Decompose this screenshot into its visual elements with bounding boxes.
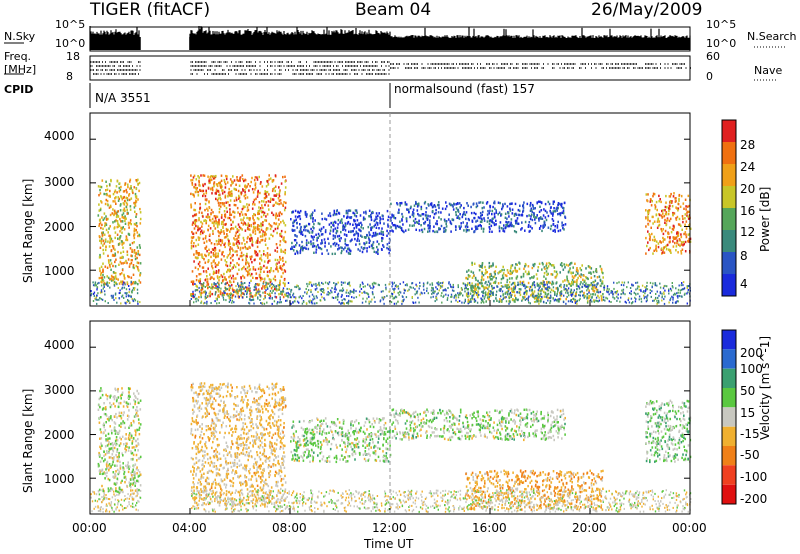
nave-tick-top: 60 [706, 50, 720, 63]
velocity-colorbar-swatch-5 [722, 407, 736, 427]
xtick-5: 20:00 [572, 521, 607, 535]
p1-ytick-3000: 3000 [44, 175, 75, 189]
velocity-colorbar-swatch-7 [722, 446, 736, 466]
panel-1-region-2 [190, 174, 287, 299]
p1-ytick-4000: 4000 [44, 129, 75, 143]
power-colorbar-swatch-8 [722, 120, 736, 142]
nsearch-tick-top: 10^5 [706, 18, 737, 31]
power-colorbar-swatch-2 [722, 252, 736, 274]
power-tick-20: 20 [740, 182, 756, 196]
panel-2-region-5 [465, 469, 604, 512]
panel-2-background [90, 321, 690, 514]
panel-2-region-4 [390, 408, 566, 442]
panel-1-region-1 [97, 178, 142, 286]
power-colorbar-swatch-3 [722, 230, 736, 252]
power-colorbar-swatch-7 [722, 142, 736, 164]
xtick-2: 08:00 [272, 521, 307, 535]
freq-tick-bottom: 8 [66, 70, 73, 83]
panel-1-region-6 [645, 192, 692, 255]
freq-tick-top: 18 [66, 50, 80, 63]
freq-label-2: [MHz] [4, 63, 37, 76]
vel-tick-50: 50 [740, 384, 756, 398]
power-tick-16: 16 [740, 204, 756, 218]
power-tick-24: 24 [740, 160, 756, 174]
velocity-colorbar-swatch-1 [722, 330, 736, 350]
power-colorbar-swatch-4 [722, 208, 736, 230]
nave-label: Nave [754, 64, 783, 77]
p1-ytick-2000: 2000 [44, 220, 75, 234]
p2-ytick-1000: 1000 [44, 472, 75, 486]
freq-label-1: Freq. [4, 50, 32, 63]
vel-tick-15: 15 [740, 406, 756, 420]
xtick-0: 00:00 [72, 521, 107, 535]
velocity-colorbar-swatch-3 [722, 368, 736, 388]
panel-1-region-4 [390, 200, 567, 234]
xtick-3: 12:00 [372, 521, 407, 535]
panel-2-region-3 [290, 417, 392, 464]
velocity-colorbar-swatch-4 [722, 388, 736, 408]
power-tick-28: 28 [740, 138, 756, 152]
nsky-gap-edges [139, 37, 191, 50]
vel-tick-200: 200 [740, 346, 763, 360]
nave-tick-bottom: 0 [706, 70, 713, 83]
panel-2-region-2 [190, 382, 287, 507]
power-colorbar-swatch-6 [722, 164, 736, 186]
power-colorbar-swatch-5 [722, 186, 736, 208]
freq-dots [90, 61, 691, 75]
power-tick-12: 12 [740, 225, 756, 239]
station-title: TIGER (fitACF) [90, 0, 211, 20]
velocity-colorbar-swatch-8 [722, 465, 736, 485]
xtick-1: 04:00 [172, 521, 207, 535]
power-colorbar-swatch-1 [722, 274, 736, 296]
vel-tick-m200: -200 [740, 492, 768, 506]
xtick-4: 16:00 [472, 521, 507, 535]
power-tick-8: 8 [740, 249, 748, 263]
beam-title: Beam 04 [355, 0, 432, 20]
vel-tick-m100: -100 [740, 470, 768, 484]
panel-1-background [90, 113, 690, 306]
vel-tick-m15: -15 [740, 427, 760, 441]
p2-ytick-2000: 2000 [44, 428, 75, 442]
velocity-colorbar-swatch-9 [722, 484, 736, 504]
nsearch-label: N.Search [747, 30, 797, 43]
panel-1-region-3 [290, 209, 392, 256]
velocity-colorbar-frame [721, 329, 737, 505]
cpid-label: CPID [4, 83, 34, 96]
cpid-segment-2: normalsound (fast) 157 [394, 82, 535, 96]
power-colorbar-frame [721, 119, 737, 297]
panel-2-ground-scatter [90, 489, 692, 513]
cpid-segment-1: N/A 3551 [95, 91, 151, 105]
date-title: 26/May/2009 [591, 0, 703, 20]
nsky-tick-bottom: 10^0 [55, 37, 86, 50]
panel-2-region-1 [97, 387, 142, 494]
nsky-label: N.Sky [4, 30, 36, 43]
xtick-6: 00:00 [672, 521, 707, 535]
vel-tick-100: 100 [740, 362, 763, 376]
nsky-tick-top: 10^5 [55, 18, 86, 31]
power-tick-4: 4 [740, 277, 748, 291]
p2-ytick-4000: 4000 [44, 338, 75, 352]
p2-ytick-3000: 3000 [44, 383, 75, 397]
nsky-bars [89, 26, 691, 50]
nsearch-tick-bottom: 10^0 [706, 37, 737, 50]
xlabel: Time UT [364, 537, 414, 551]
panel-1-ground-scatter [90, 281, 691, 305]
velocity-colorbar-swatch-6 [722, 426, 736, 446]
vel-tick-m50: -50 [740, 448, 760, 462]
velocity-colorbar-swatch-2 [722, 349, 736, 369]
panel-2-region-6 [645, 399, 692, 464]
p1-ytick-1000: 1000 [44, 264, 75, 278]
